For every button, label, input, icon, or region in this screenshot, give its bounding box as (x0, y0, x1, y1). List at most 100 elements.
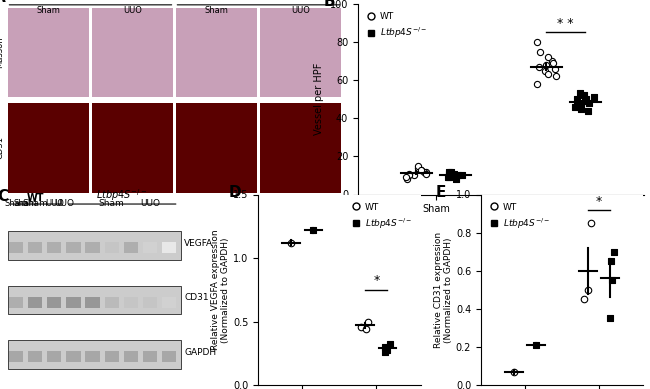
Bar (105, 351, 119, 362)
Bar (162, 351, 176, 362)
Text: D: D (229, 185, 241, 200)
Point (308, 227, 318, 233)
Point (421, 168, 431, 175)
Text: Sham: Sham (99, 198, 125, 208)
Bar (143, 297, 157, 307)
Point (531, 342, 541, 348)
Text: B: B (324, 0, 335, 9)
Point (401, 174, 411, 180)
Point (580, 98, 590, 104)
Point (580, 96, 591, 102)
Point (547, 60, 558, 66)
Point (588, 94, 599, 100)
Bar (105, 297, 119, 307)
Text: CD31: CD31 (185, 293, 209, 303)
Text: Sham: Sham (22, 198, 48, 208)
Bar (143, 351, 157, 362)
Text: UUO: UUO (291, 6, 310, 15)
Bar (85, 242, 99, 253)
Point (605, 315, 616, 321)
Bar (143, 242, 157, 253)
Text: C: C (0, 189, 8, 204)
Point (421, 170, 432, 177)
Text: WT: WT (27, 193, 44, 203)
Point (402, 176, 412, 182)
Point (416, 166, 426, 173)
Bar (66, 297, 81, 307)
Point (543, 71, 554, 77)
Text: UUO: UUO (140, 198, 160, 208)
Bar (124, 242, 138, 253)
Bar (162, 242, 176, 253)
Point (583, 107, 593, 114)
Point (382, 347, 393, 353)
Bar (47, 351, 62, 362)
Point (570, 104, 580, 110)
Bar (8, 340, 181, 369)
Point (509, 369, 519, 375)
Bar (260, 8, 341, 97)
Point (532, 81, 542, 87)
Bar (9, 351, 23, 362)
Y-axis label: Vessel per HPF: Vessel per HPF (315, 63, 324, 135)
Text: UUO: UUO (54, 198, 74, 208)
Bar (28, 351, 42, 362)
Bar (176, 103, 257, 193)
Text: Masson: Masson (0, 37, 5, 68)
Point (415, 166, 426, 173)
Point (534, 64, 545, 70)
Point (404, 170, 415, 177)
Point (448, 170, 459, 177)
Bar (162, 297, 176, 307)
Legend: WT, $Ltbp4S^{-/-}$: WT, $Ltbp4S^{-/-}$ (348, 199, 416, 234)
Bar (85, 351, 99, 362)
Point (578, 92, 589, 98)
Text: Sham: Sham (36, 6, 60, 15)
Y-axis label: Relative CD31 expression
(Normalized to GAPDH): Relative CD31 expression (Normalized to … (434, 232, 453, 348)
Point (609, 249, 619, 255)
Bar (47, 242, 62, 253)
Point (446, 170, 456, 177)
Bar (124, 351, 138, 362)
Bar (66, 242, 81, 253)
Point (404, 172, 415, 179)
Bar (9, 297, 23, 307)
Point (540, 68, 551, 74)
Point (605, 258, 616, 265)
Bar (105, 242, 119, 253)
Point (443, 174, 453, 180)
Point (413, 165, 424, 171)
Bar (92, 8, 173, 97)
Bar (8, 103, 89, 193)
Point (543, 54, 553, 60)
Text: E: E (436, 185, 446, 200)
Point (380, 344, 390, 350)
Point (447, 172, 458, 179)
Point (541, 62, 552, 68)
Point (551, 73, 561, 79)
Y-axis label: Relative VEGFA expression
(Normalized to GAPDH): Relative VEGFA expression (Normalized to… (211, 230, 230, 350)
Bar (260, 103, 341, 193)
Text: VEGFA: VEGFA (185, 239, 214, 248)
Point (582, 287, 593, 293)
Point (579, 296, 590, 303)
Text: A: A (0, 0, 6, 5)
Point (584, 100, 594, 106)
Point (607, 277, 618, 283)
Text: Sham: Sham (205, 6, 228, 15)
Bar (92, 103, 173, 193)
Point (457, 172, 467, 179)
Text: *: * (596, 195, 603, 208)
Bar (8, 231, 181, 260)
Text: Sham: Sham (14, 199, 38, 208)
Point (572, 102, 582, 108)
Point (446, 172, 456, 179)
Point (551, 66, 561, 72)
Text: Sham: Sham (4, 199, 28, 208)
Point (575, 90, 585, 96)
Text: * *: * * (558, 17, 574, 30)
Point (443, 170, 454, 177)
Bar (47, 297, 62, 307)
Point (363, 319, 373, 325)
Point (450, 176, 461, 182)
